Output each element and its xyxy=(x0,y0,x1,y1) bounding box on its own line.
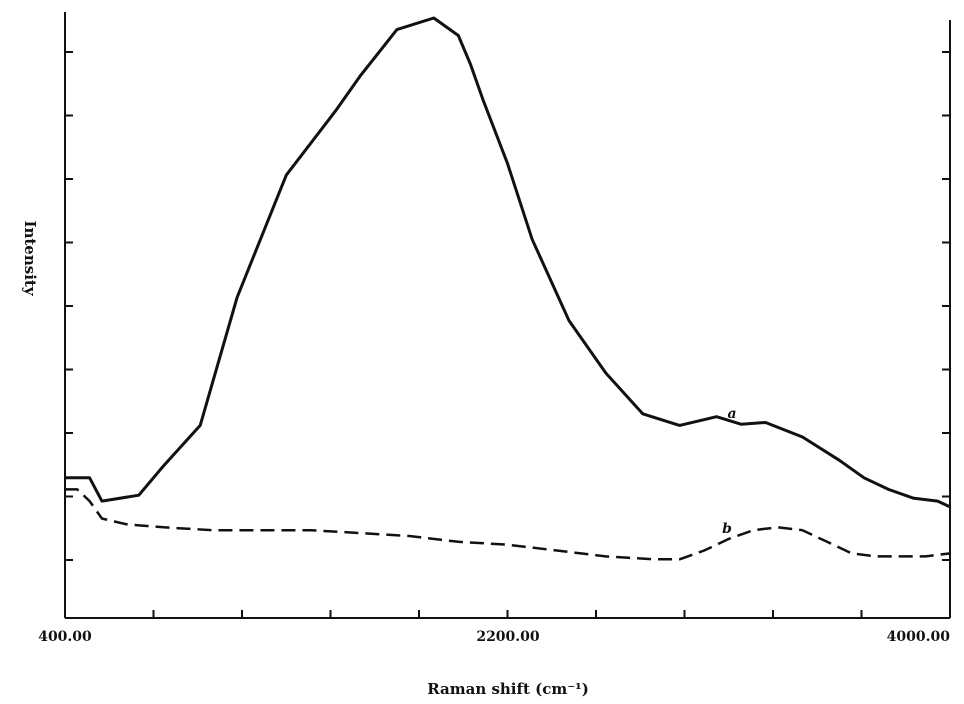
series-layer xyxy=(65,16,951,561)
series-b-label: b xyxy=(722,521,732,537)
x-tick-label-4000: 4000.00 xyxy=(887,629,951,645)
tick-marks xyxy=(64,51,951,618)
series-b-line xyxy=(65,488,951,561)
y-axis-title: Intensity xyxy=(21,220,39,296)
x-tick-label-400: 400.00 xyxy=(38,629,92,645)
x-tick-label-2200: 2200.00 xyxy=(476,629,540,645)
series-a-line xyxy=(65,16,951,509)
x-axis-title: Raman shift (cm⁻¹) xyxy=(427,680,589,698)
plot-axes xyxy=(64,12,951,619)
series-a-label: a xyxy=(727,406,736,422)
